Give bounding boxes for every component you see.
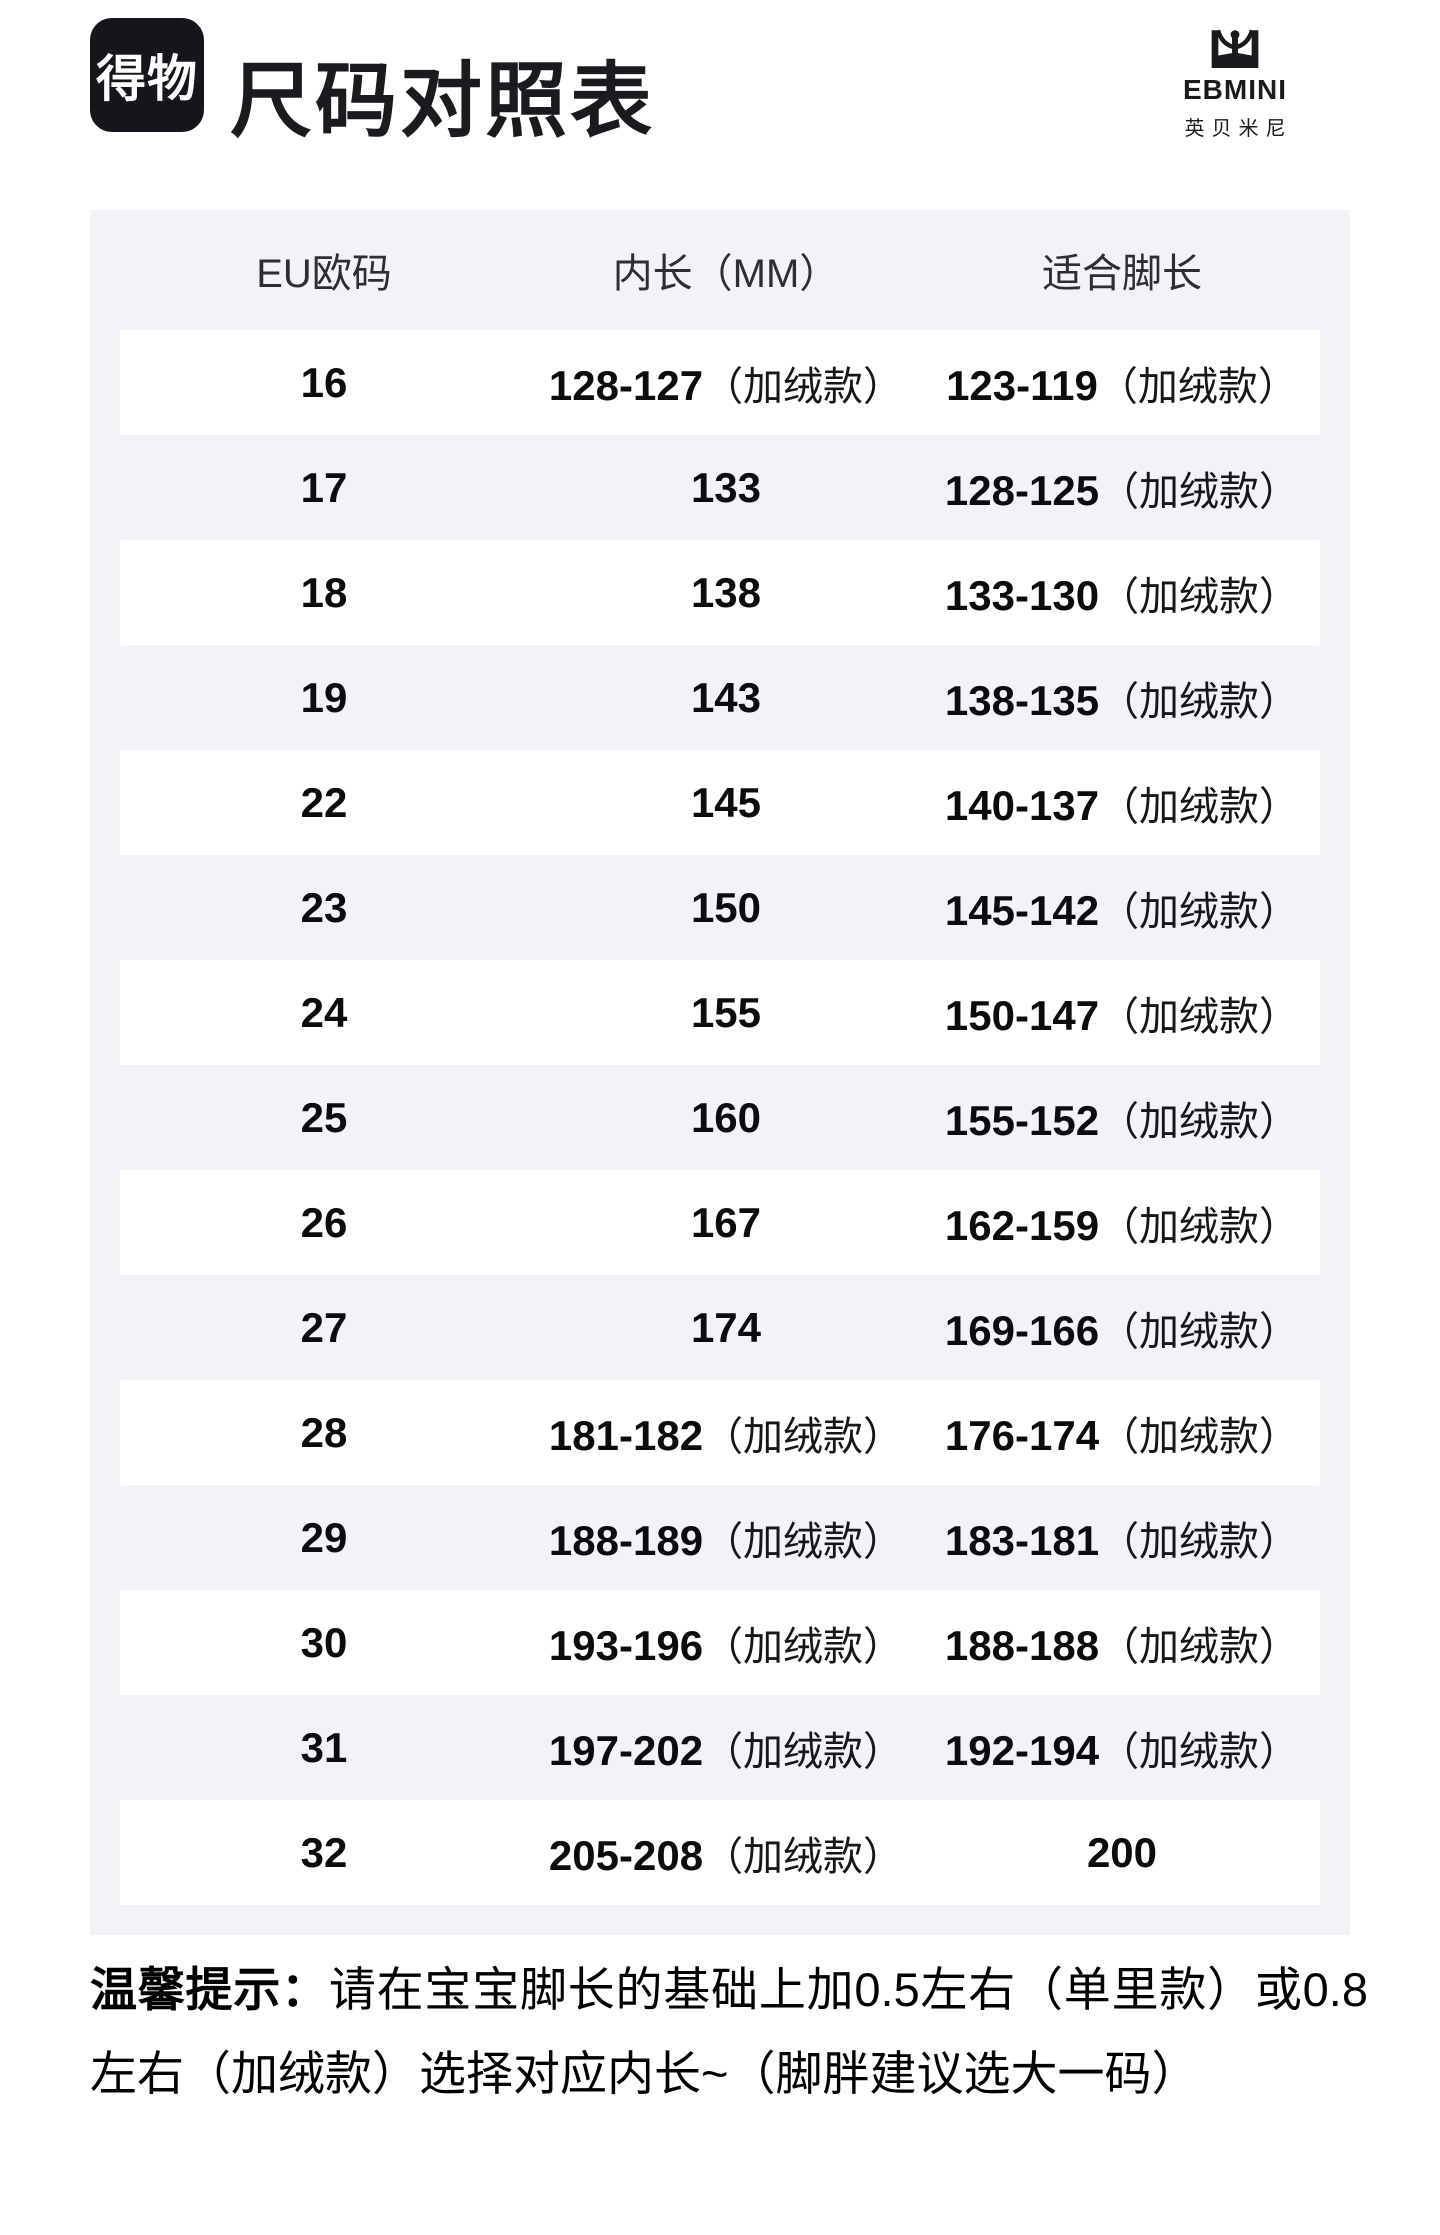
table-row: 18 138 133-130（加绒款） [120, 540, 1320, 645]
foot-length-cell: 162-159（加绒款） [944, 1201, 1300, 1249]
inner-length-cell: 181-182（加绒款） [548, 1411, 904, 1459]
eu-size-cell: 30 [300, 1618, 348, 1666]
page-title: 尺码对照表 [230, 56, 656, 147]
inner-length-cell: 193-196（加绒款） [548, 1621, 904, 1669]
eu-size-cell: 28 [300, 1408, 348, 1456]
crown-icon [1211, 29, 1259, 68]
dewu-logo-text: 得物 [96, 51, 198, 107]
inner-length-cell: 174 [690, 1303, 762, 1351]
brand-name-chinese: 英贝米尼 [1184, 118, 1293, 140]
inner-length-cell: 143 [690, 673, 762, 721]
column-header-foot-length: 适合脚长 [1042, 252, 1202, 296]
inner-length-cell: 205-208（加绒款） [548, 1831, 904, 1879]
brand-name: EBMINI [1183, 74, 1287, 105]
foot-length-cell: 155-152（加绒款） [944, 1096, 1300, 1144]
inner-length-cell: 188-189（加绒款） [548, 1516, 904, 1564]
inner-length-cell: 138 [690, 568, 762, 616]
dewu-logo: 得物 [90, 18, 204, 132]
eu-size-cell: 32 [300, 1828, 348, 1876]
note: 温馨提示：请在宝宝脚长的基础上加0.5左右（单里款）或0.8左右（加绒款）选择对… [90, 1948, 1368, 2116]
inner-length-cell: 133 [690, 463, 762, 511]
foot-length-cell: 200 [1086, 1828, 1158, 1876]
inner-length-cell: 155 [690, 988, 762, 1036]
foot-length-cell: 145-142（加绒款） [944, 886, 1300, 934]
inner-length-cell: 150 [690, 883, 762, 931]
brand-logo: EBMINI 英贝米尼 [1160, 28, 1310, 141]
eu-size-cell: 29 [300, 1513, 348, 1561]
note-text: 请在宝宝脚长的基础上加0.5左右（单里款）或0.8左右（加绒款）选择对应内长~（… [90, 1963, 1369, 2100]
foot-length-cell: 150-147（加绒款） [944, 991, 1300, 1039]
eu-size-cell: 22 [300, 778, 348, 826]
eu-size-cell: 24 [300, 988, 348, 1036]
size-table: EU欧码 内长（MM） 适合脚长 16 128-127（加绒款） 123-119… [90, 210, 1350, 1935]
eu-size-cell: 27 [300, 1303, 348, 1351]
eu-size-cell: 19 [300, 673, 348, 721]
inner-length-cell: 128-127（加绒款） [548, 361, 904, 409]
note-label: 温馨提示： [90, 1963, 329, 2016]
table-row: 19 143 138-135（加绒款） [120, 645, 1320, 750]
table-body: 16 128-127（加绒款） 123-119（加绒款） 17 133 128-… [90, 330, 1350, 1905]
eu-size-cell: 18 [300, 568, 348, 616]
table-row: 31 197-202（加绒款） 192-194（加绒款） [120, 1695, 1320, 1800]
table-row: 22 145 140-137（加绒款） [120, 750, 1320, 855]
table-row: 16 128-127（加绒款） 123-119（加绒款） [120, 330, 1320, 435]
table-row: 25 160 155-152（加绒款） [120, 1065, 1320, 1170]
eu-size-cell: 16 [300, 358, 348, 406]
table-row: 26 167 162-159（加绒款） [120, 1170, 1320, 1275]
inner-length-cell: 160 [690, 1093, 762, 1141]
table-row: 23 150 145-142（加绒款） [120, 855, 1320, 960]
column-header-eu-size: EU欧码 [256, 252, 392, 296]
table-row: 24 155 150-147（加绒款） [120, 960, 1320, 1065]
eu-size-cell: 26 [300, 1198, 348, 1246]
foot-length-cell: 188-188（加绒款） [944, 1621, 1300, 1669]
foot-length-cell: 138-135（加绒款） [944, 676, 1300, 724]
foot-length-cell: 140-137（加绒款） [944, 781, 1300, 829]
eu-size-cell: 25 [300, 1093, 348, 1141]
table-row: 28 181-182（加绒款） 176-174（加绒款） [120, 1380, 1320, 1485]
table-row: 29 188-189（加绒款） 183-181（加绒款） [120, 1485, 1320, 1590]
column-header-inner-length: 内长（MM） [612, 252, 840, 296]
table-row: 17 133 128-125（加绒款） [120, 435, 1320, 540]
table-row: 27 174 169-166（加绒款） [120, 1275, 1320, 1380]
table-header-row: EU欧码 内长（MM） 适合脚长 [120, 210, 1320, 330]
foot-length-cell: 183-181（加绒款） [944, 1516, 1300, 1564]
foot-length-cell: 169-166（加绒款） [944, 1306, 1300, 1354]
foot-length-cell: 176-174（加绒款） [944, 1411, 1300, 1459]
inner-length-cell: 167 [690, 1198, 762, 1246]
inner-length-cell: 197-202（加绒款） [548, 1726, 904, 1774]
foot-length-cell: 123-119（加绒款） [946, 361, 1298, 409]
eu-size-cell: 31 [300, 1723, 348, 1771]
foot-length-cell: 128-125（加绒款） [944, 466, 1300, 514]
inner-length-cell: 145 [690, 778, 762, 826]
table-row: 32 205-208（加绒款） 200 [120, 1800, 1320, 1905]
table-row: 30 193-196（加绒款） 188-188（加绒款） [120, 1590, 1320, 1695]
foot-length-cell: 133-130（加绒款） [944, 571, 1300, 619]
foot-length-cell: 192-194（加绒款） [944, 1726, 1300, 1774]
eu-size-cell: 17 [300, 463, 348, 511]
eu-size-cell: 23 [300, 883, 348, 931]
top-header: 得物 尺码对照表 EBMINI 英贝米尼 [90, 18, 1350, 147]
